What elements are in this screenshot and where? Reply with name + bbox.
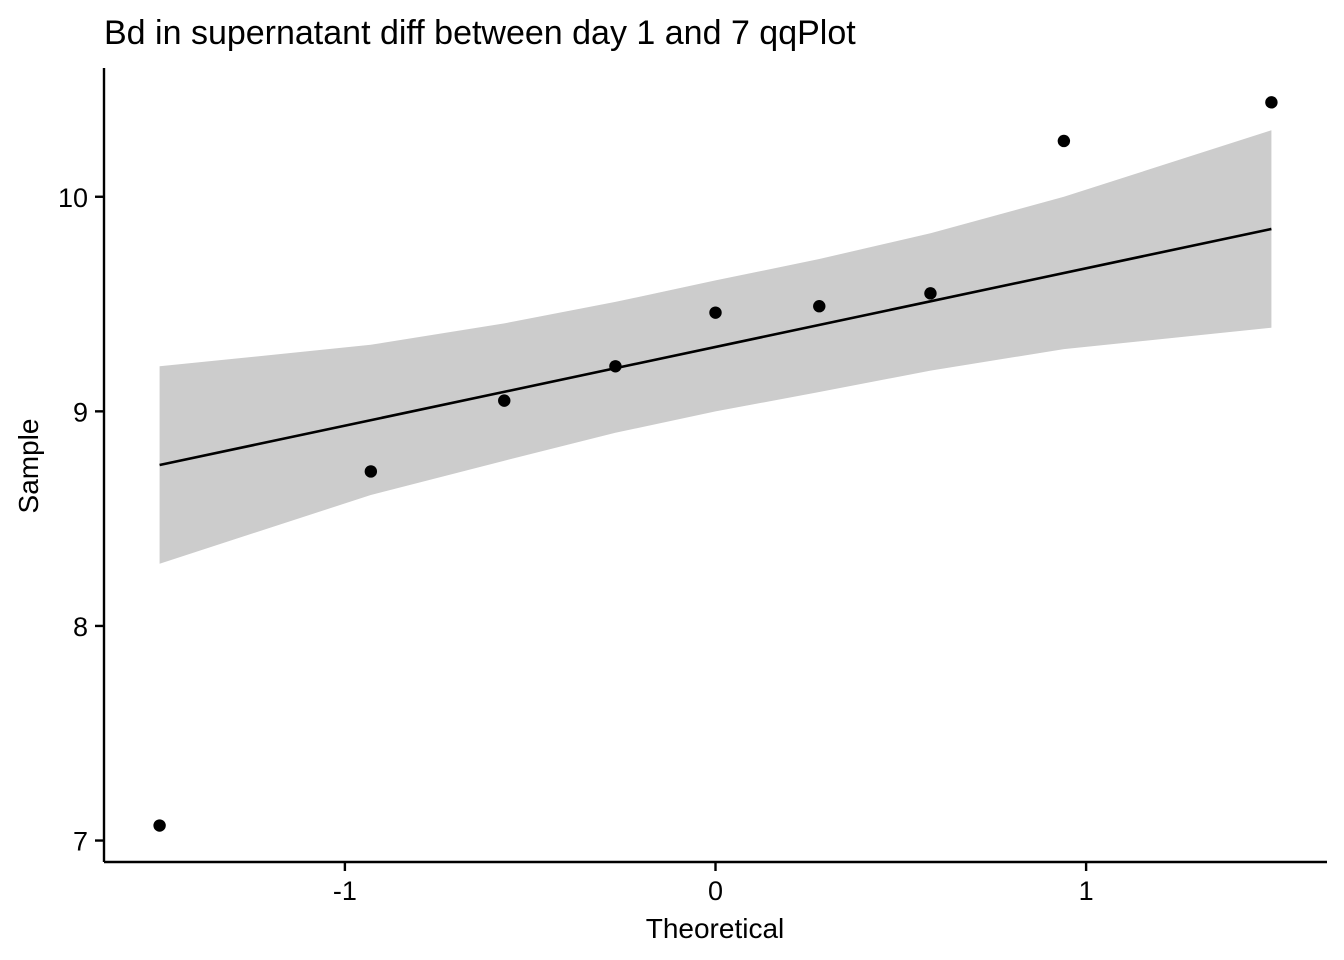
- y-tick-label: 8: [73, 612, 88, 642]
- data-point-2: [364, 465, 378, 478]
- y-axis-ticks: 7 8 9 10: [58, 183, 104, 857]
- data-point-1: [153, 819, 166, 832]
- y-tick-label: 9: [73, 397, 88, 427]
- y-axis-label: Sample: [13, 419, 44, 514]
- data-point-3: [498, 394, 511, 407]
- data-point-4: [609, 360, 622, 373]
- y-tick-label: 7: [73, 827, 88, 857]
- data-point-6: [813, 300, 826, 313]
- x-tick-label: -1: [333, 876, 357, 906]
- x-tick-label: 1: [1079, 876, 1094, 906]
- data-point-9: [1265, 96, 1278, 109]
- data-points: [153, 96, 1278, 832]
- data-point-7: [924, 287, 937, 300]
- x-tick-label: 0: [708, 876, 723, 906]
- chart-title: Bd in supernatant diff between day 1 and…: [104, 14, 856, 52]
- data-point-8: [1057, 134, 1071, 148]
- plot-area: [153, 96, 1278, 832]
- x-axis-ticks: -1 0 1: [333, 862, 1094, 906]
- data-point-5: [709, 306, 722, 319]
- reference-line: [159, 227, 1272, 467]
- y-tick-label: 10: [58, 183, 88, 213]
- x-axis-label: Theoretical: [646, 913, 785, 944]
